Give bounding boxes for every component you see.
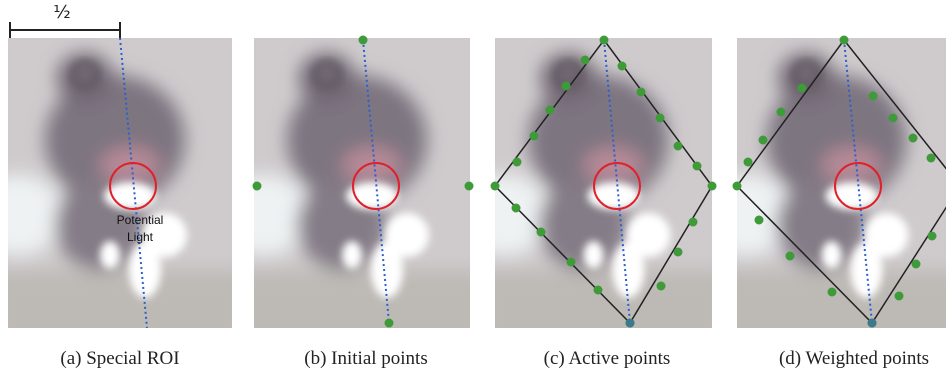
panel: (c) Active points [460, 36, 732, 370]
point [755, 216, 764, 225]
point [828, 288, 837, 297]
pink [584, 147, 644, 183]
photo [0, 38, 252, 350]
scale-label: ½ [53, 2, 70, 23]
point [912, 260, 921, 269]
figure: ½ Potential Light (a) Special ROI (b) Initi… [0, 0, 946, 392]
caption: (c) Active points [544, 348, 671, 369]
floor [234, 270, 490, 350]
point [512, 204, 521, 213]
point [546, 106, 555, 115]
point [708, 182, 717, 191]
point [385, 319, 394, 328]
photo [702, 38, 946, 350]
bottom-point [868, 319, 877, 328]
pink [100, 147, 160, 183]
point [537, 228, 546, 237]
point [581, 56, 590, 65]
point [253, 182, 262, 191]
point [594, 286, 603, 295]
point [744, 158, 753, 167]
light-spot [342, 241, 362, 269]
point [909, 134, 918, 143]
caption: (a) Special ROI [60, 348, 179, 369]
point [657, 282, 666, 291]
pink [342, 147, 402, 183]
point [637, 88, 646, 97]
point [840, 36, 849, 45]
point [928, 232, 937, 241]
light-spot [584, 241, 604, 269]
point [798, 84, 807, 93]
point [465, 182, 474, 191]
caption: (b) Initial points [304, 348, 427, 369]
point [674, 248, 683, 257]
point [491, 182, 500, 191]
point [733, 182, 742, 191]
scale-bar: ½ [10, 2, 120, 38]
bottom-point [626, 319, 635, 328]
point [530, 132, 539, 141]
bright-left [219, 175, 309, 255]
annotation: Potential [117, 213, 164, 227]
point [674, 142, 683, 151]
point [567, 258, 576, 267]
floor [0, 270, 252, 350]
point [513, 158, 522, 167]
point [759, 136, 768, 145]
panel: (b) Initial points [219, 36, 490, 370]
light-spot [613, 242, 645, 298]
point [869, 92, 878, 101]
point [562, 82, 571, 91]
caption: (d) Weighted points [779, 348, 929, 369]
annotation: Light [127, 230, 154, 244]
point [656, 114, 665, 123]
point [927, 154, 936, 163]
light-spot [822, 241, 842, 269]
point [693, 162, 702, 171]
light-spot [129, 242, 161, 298]
point [618, 62, 627, 71]
bright-left [460, 175, 550, 255]
light-spot [371, 242, 403, 298]
pink [822, 147, 882, 183]
panel: Potential Light (a) Special ROI [0, 38, 252, 369]
point [777, 108, 786, 117]
point [895, 292, 904, 301]
point [889, 114, 898, 123]
floor [475, 270, 732, 350]
point [600, 36, 609, 45]
point [359, 36, 368, 45]
point [786, 252, 795, 261]
point [689, 218, 698, 227]
panel: (d) Weighted points [702, 36, 946, 370]
light-spot [100, 241, 120, 269]
